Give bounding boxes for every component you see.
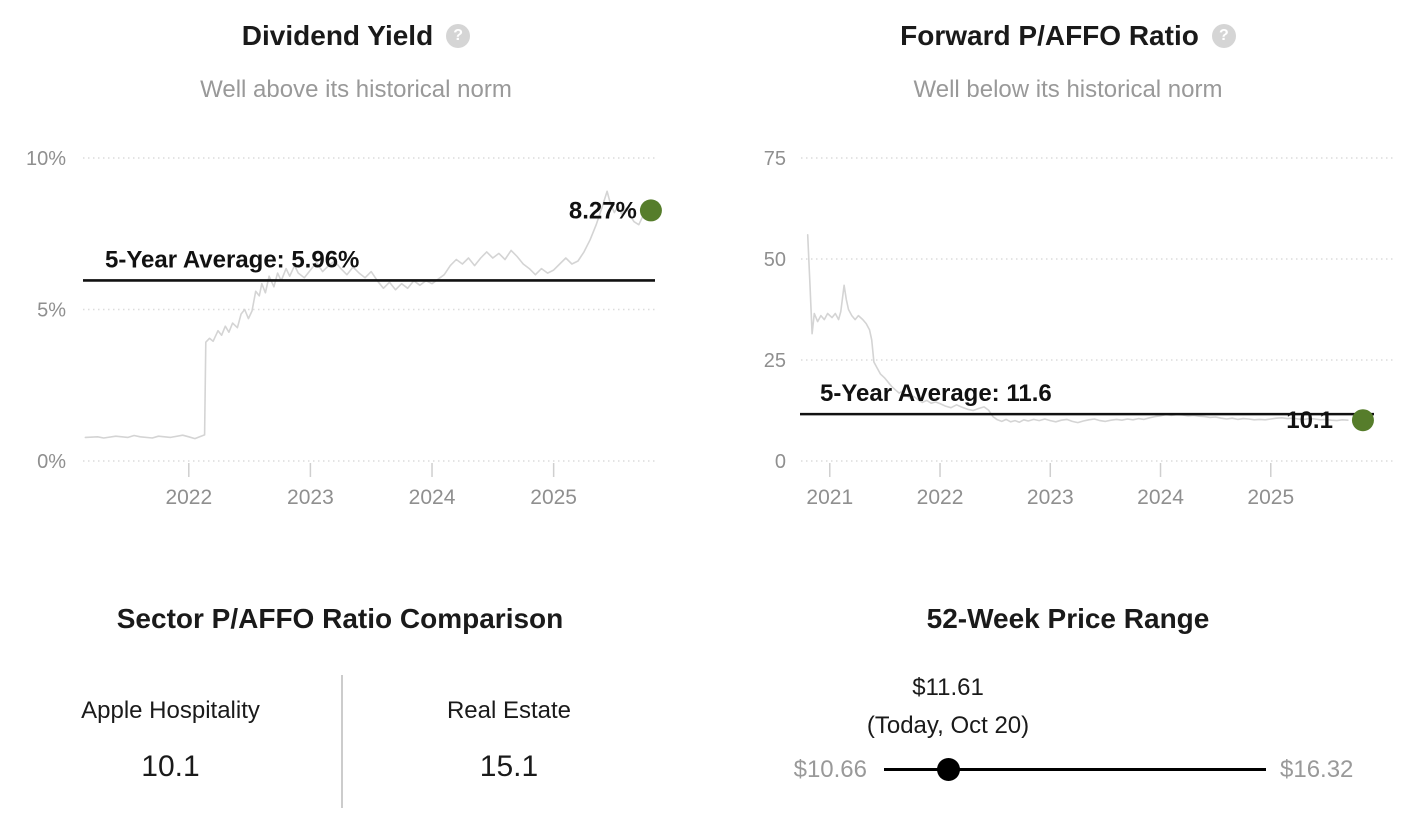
forward-paffo-chart: 75 50 25 0 2021 2022 2023 2024 2025 5-Year Averag…: [764, 148, 1393, 509]
x-axis-label: 2024: [409, 486, 456, 509]
price-range-panel: 52-Week Price Range $11.61 (Today, Oct 2…: [712, 560, 1424, 826]
comparison-label: Real Estate: [446, 697, 572, 724]
average-label: 5-Year Average: 5.96%: [105, 246, 359, 273]
forward-paffo-header: Forward P/AFFO Ratio ?: [712, 18, 1424, 54]
current-value-label: 10.1: [1286, 407, 1333, 434]
dividend-yield-panel: Dividend Yield ? Well above its historic…: [0, 0, 712, 560]
series-line: [806, 234, 1349, 424]
x-axis-label: 2022: [165, 486, 212, 509]
price-range-title: 52-Week Price Range: [926, 603, 1210, 634]
series-line: [84, 190, 652, 440]
dividend-yield-header: Dividend Yield ?: [0, 18, 712, 54]
sector-comparison-panel: Sector P/AFFO Ratio Comparison Apple Hos…: [0, 560, 712, 826]
x-axis-label: 2023: [287, 486, 334, 509]
price-range-track: [884, 768, 1266, 771]
current-value-label: 8.27%: [569, 197, 637, 224]
y-axis-label: 0: [775, 451, 786, 473]
x-axis-label: 2021: [806, 486, 853, 509]
x-axis-label: 2022: [917, 486, 964, 509]
comparison-cell-real-estate: Real Estate 15.1: [342, 675, 676, 785]
help-icon[interactable]: ?: [446, 24, 471, 48]
comparison-label: Apple Hospitality: [81, 697, 260, 724]
y-axis-label: 50: [764, 249, 786, 271]
forward-paffo-panel: Forward P/AFFO Ratio ? Well below its hi…: [712, 0, 1424, 560]
y-axis-label: 0%: [37, 451, 66, 473]
comparison-cell-apple-hospitality: Apple Hospitality 10.1: [0, 675, 341, 785]
x-axis-label: 2025: [530, 486, 577, 509]
x-axis-label: 2024: [1137, 486, 1184, 509]
sector-comparison-table: Apple Hospitality 10.1 Real Estate 15.1: [0, 675, 676, 820]
current-price-date: (Today, Oct 20): [866, 712, 1030, 739]
comparison-value: 15.1: [479, 750, 539, 783]
help-icon[interactable]: ?: [1211, 24, 1236, 48]
comparison-value: 10.1: [141, 750, 200, 783]
current-value-dot: [1351, 409, 1374, 432]
average-label: 5-Year Average: 11.6: [820, 380, 1052, 407]
y-axis-label: 75: [764, 148, 786, 170]
forward-paffo-title: Forward P/AFFO Ratio: [900, 20, 1199, 51]
range-low-label: $10.66: [793, 756, 867, 783]
current-value-dot: [639, 199, 662, 222]
x-axis-label: 2023: [1027, 486, 1074, 509]
price-slider-handle: [936, 758, 960, 781]
sector-comparison-title: Sector P/AFFO Ratio Comparison: [116, 603, 564, 634]
dividend-yield-subtitle: Well above its historical norm: [200, 76, 512, 103]
range-high-label: $16.32: [1280, 756, 1354, 783]
vertical-divider: [341, 675, 343, 808]
y-axis-label: 25: [764, 350, 786, 372]
y-axis-label: 5%: [37, 300, 66, 322]
x-axis-label: 2025: [1247, 486, 1294, 509]
dividend-yield-chart: 10% 5% 0% 2022 2023 2024 2025 5-Year Average: 5…: [26, 148, 662, 509]
dividend-yield-title: Dividend Yield: [241, 20, 434, 51]
y-axis-label: 10%: [26, 148, 66, 170]
forward-paffo-subtitle: Well below its historical norm: [913, 76, 1223, 103]
current-price-label: $11.61: [912, 674, 984, 701]
